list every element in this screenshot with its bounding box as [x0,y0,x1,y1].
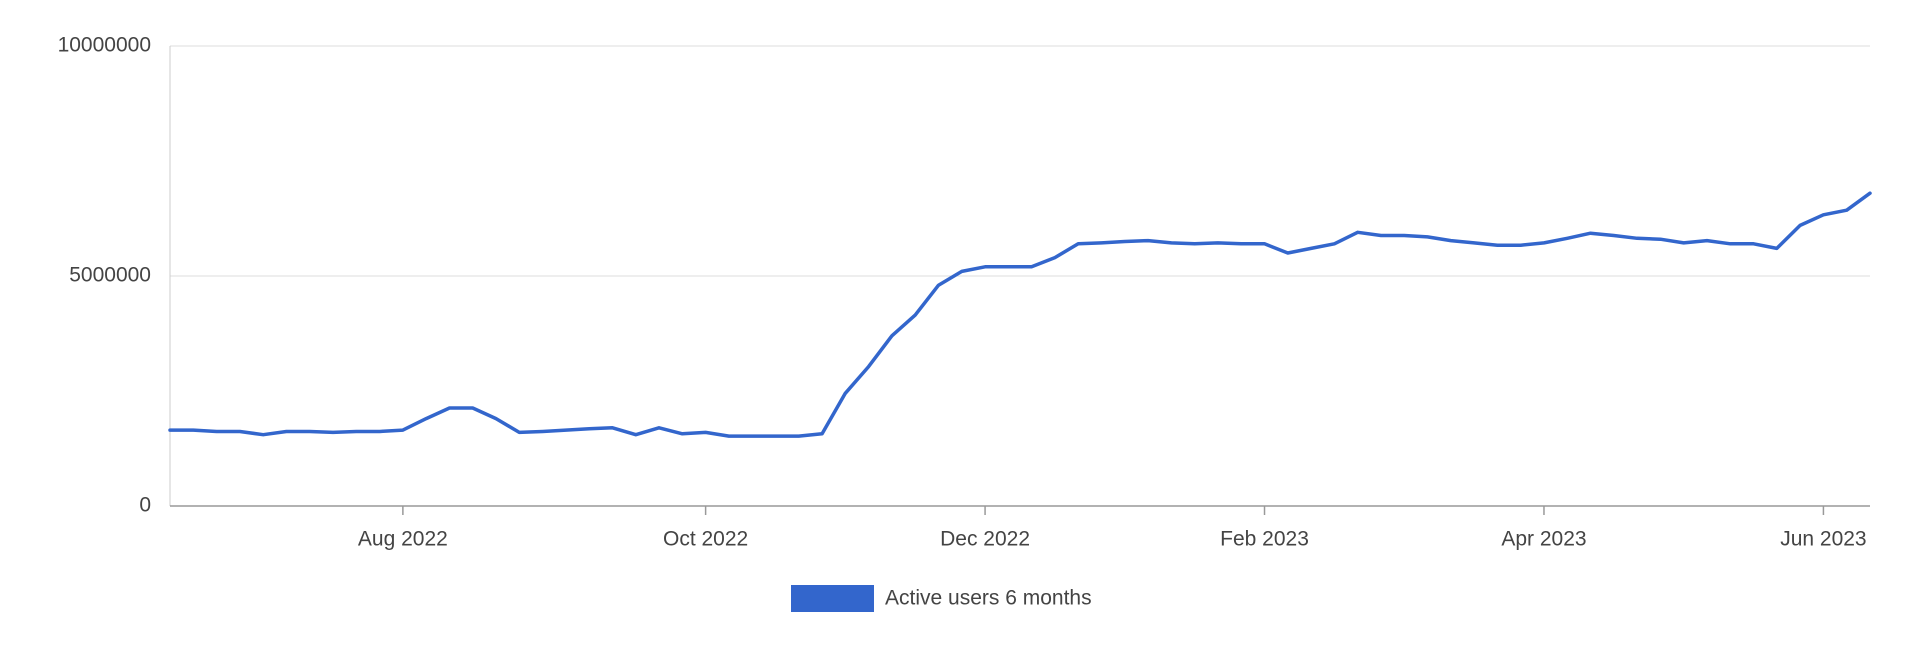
y-tick-label: 0 [139,494,151,517]
y-tick-label: 5000000 [69,264,151,287]
x-tick-label: Aug 2022 [358,528,448,551]
x-tick-label: Jun 2023 [1780,528,1866,551]
x-tick-label: Apr 2023 [1501,528,1586,551]
x-tick-label: Oct 2022 [663,528,748,551]
x-tick-label: Dec 2022 [940,528,1030,551]
legend-swatch [791,585,874,612]
x-tick-label: Feb 2023 [1220,528,1309,551]
y-tick-label: 10000000 [58,34,151,57]
legend-label: Active users 6 months [885,587,1092,610]
line [168,191,1872,438]
